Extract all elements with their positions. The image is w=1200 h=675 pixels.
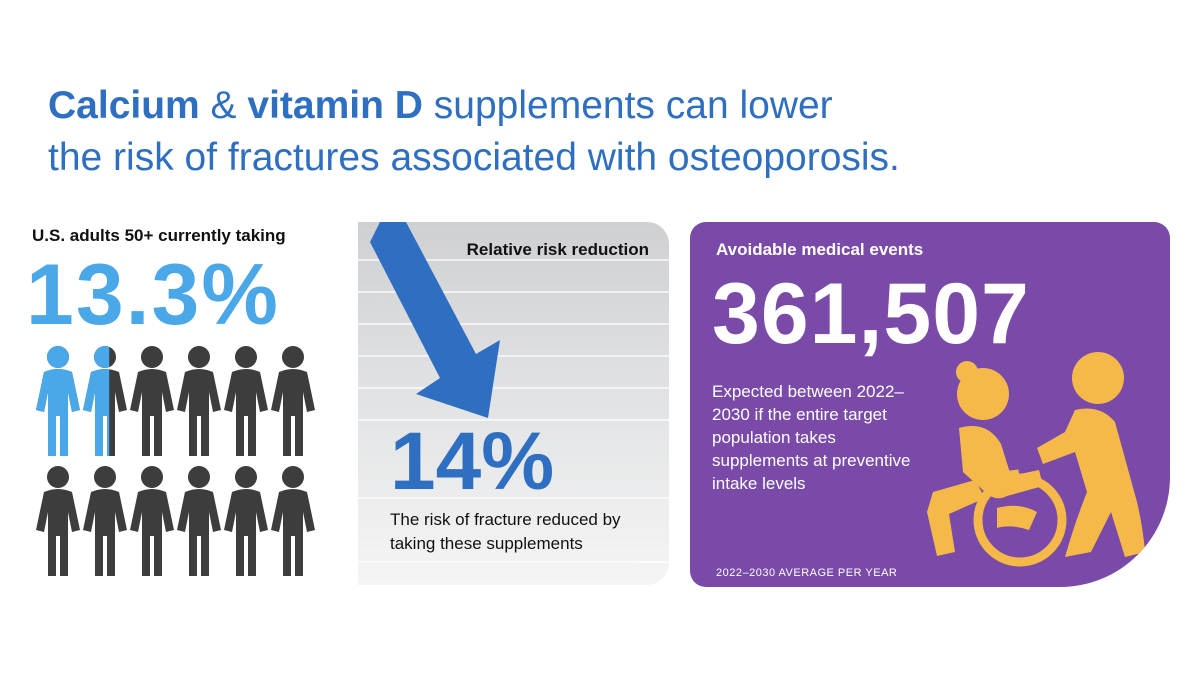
person-icon: [83, 466, 127, 576]
events-footnote: 2022–2030 AVERAGE PER YEAR: [716, 567, 898, 579]
headline-line-2: the risk of fractures associated with os…: [48, 136, 900, 179]
risk-reduction-card: Relative risk reduction 14% The risk of …: [358, 222, 669, 585]
adults-percent: 13.3%: [26, 247, 280, 343]
person-icon: [36, 466, 80, 576]
person-icon: [271, 346, 315, 456]
people-pictogram: [36, 346, 326, 584]
adults-label: U.S. adults 50+ currently taking: [32, 226, 286, 245]
person-icon: [224, 346, 268, 456]
person-icon: [224, 466, 268, 576]
headline-line-1: Calcium & vitamin D supplements can lowe…: [48, 80, 1148, 132]
avoidable-events-card: Avoidable medical events 361,507 Expecte…: [690, 222, 1170, 587]
risk-percent: 14%: [390, 416, 555, 507]
headline-ampersand: &: [199, 84, 248, 127]
person-icon: [83, 346, 127, 456]
down-arrow-icon: [370, 222, 500, 418]
person-icon: [130, 466, 174, 576]
wheelchair-assistance-icon: [927, 352, 1145, 567]
person-icon: [177, 346, 221, 456]
headline-vitamin-d: vitamin D: [247, 84, 423, 127]
headline: Calcium & vitamin D supplements can lowe…: [48, 80, 1148, 184]
events-number: 361,507: [712, 266, 1030, 362]
headline-calcium: Calcium: [48, 84, 200, 127]
risk-title: Relative risk reduction: [466, 240, 649, 259]
headline-line-1-rest: supplements can lower: [422, 84, 833, 127]
risk-description: The risk of fracture reduced by taking t…: [390, 510, 621, 553]
person-icon: [177, 466, 221, 576]
person-icon: [36, 346, 80, 456]
events-description: Expected between 2022–2030 if the entire…: [712, 382, 911, 493]
person-icon: [271, 466, 315, 576]
events-title: Avoidable medical events: [716, 240, 924, 259]
person-icon: [130, 346, 174, 456]
